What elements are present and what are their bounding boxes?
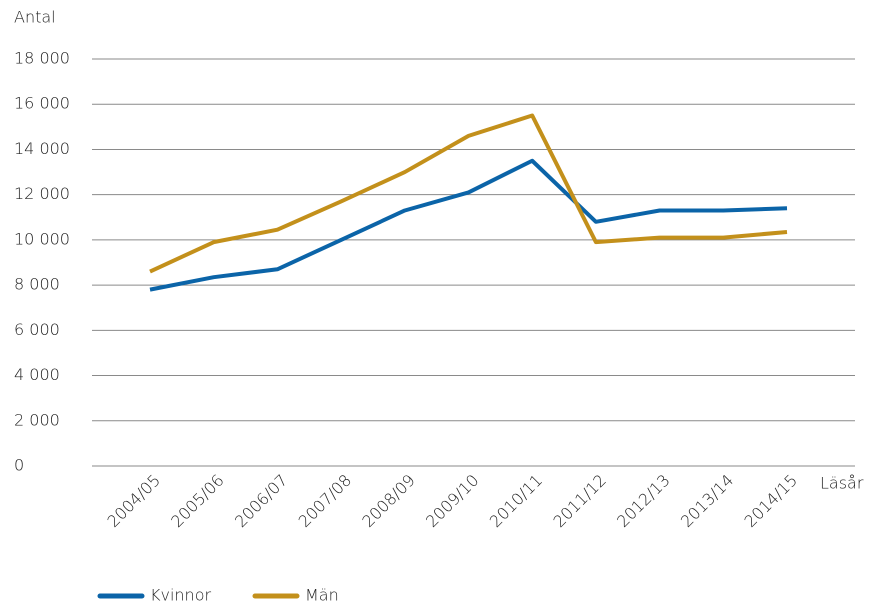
x-tick-label: 2004/05 — [104, 471, 164, 531]
series-line — [149, 158, 788, 292]
x-tick-label: 2010/11 — [486, 471, 546, 531]
y-axis-label: Antal — [14, 8, 56, 27]
x-tick-label: 2012/13 — [613, 471, 673, 531]
x-tick-label: 2008/09 — [358, 471, 418, 531]
y-tick-label: 4 000 — [14, 365, 60, 384]
y-tick-label: 6 000 — [14, 320, 60, 339]
x-axis-label: Läsår — [820, 474, 864, 493]
x-tick-label: 2007/08 — [295, 471, 355, 531]
legend-label: Kvinnor — [150, 586, 211, 605]
y-tick-label: 12 000 — [14, 184, 70, 203]
x-tick-label: 2005/06 — [167, 471, 227, 531]
y-tick-label: 16 000 — [14, 94, 70, 113]
legend-label: Män — [305, 586, 339, 605]
y-tick-label: 2 000 — [14, 410, 60, 429]
y-tick-label: 18 000 — [14, 49, 70, 68]
series-line — [149, 113, 788, 274]
x-tick-label: 2006/07 — [231, 471, 291, 531]
x-tick-label: 2013/14 — [677, 471, 737, 531]
x-tick-label: 2014/15 — [741, 471, 801, 531]
y-tick-label: 8 000 — [14, 275, 60, 294]
y-tick-label: 0 — [14, 456, 24, 475]
y-tick-label: 14 000 — [14, 139, 70, 158]
y-tick-label: 10 000 — [14, 229, 70, 248]
x-tick-label: 2011/12 — [549, 471, 609, 531]
x-tick-label: 2009/10 — [422, 471, 482, 531]
